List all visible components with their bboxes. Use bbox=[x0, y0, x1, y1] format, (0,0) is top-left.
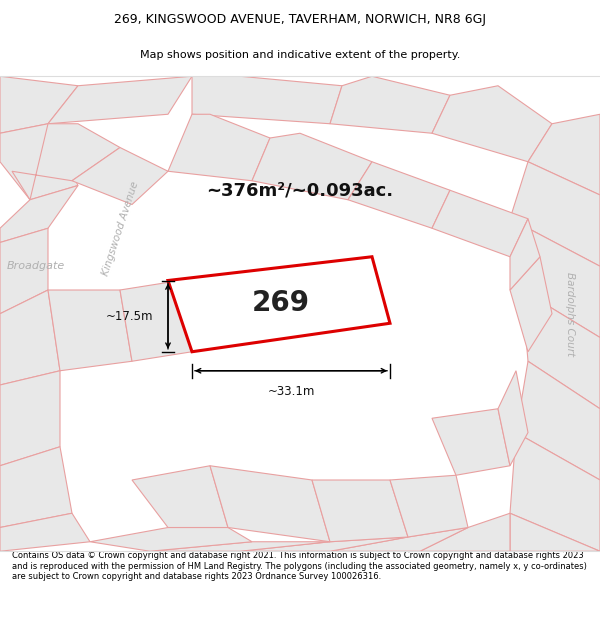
Polygon shape bbox=[0, 76, 78, 133]
Polygon shape bbox=[420, 513, 510, 551]
Text: Bardolphs Court: Bardolphs Court bbox=[565, 272, 575, 356]
Polygon shape bbox=[348, 162, 450, 228]
Polygon shape bbox=[312, 480, 408, 542]
Text: ~33.1m: ~33.1m bbox=[268, 385, 314, 398]
Polygon shape bbox=[0, 371, 60, 466]
Polygon shape bbox=[432, 86, 552, 162]
Polygon shape bbox=[150, 542, 330, 551]
Polygon shape bbox=[516, 361, 600, 480]
Polygon shape bbox=[90, 528, 252, 551]
Polygon shape bbox=[432, 409, 510, 475]
Polygon shape bbox=[510, 219, 540, 290]
Polygon shape bbox=[0, 290, 60, 385]
Polygon shape bbox=[522, 290, 600, 409]
Polygon shape bbox=[510, 257, 552, 352]
Polygon shape bbox=[0, 186, 78, 242]
Polygon shape bbox=[390, 475, 468, 537]
Text: Contains OS data © Crown copyright and database right 2021. This information is : Contains OS data © Crown copyright and d… bbox=[12, 551, 587, 581]
Text: 269, KINGSWOOD AVENUE, TAVERHAM, NORWICH, NR8 6GJ: 269, KINGSWOOD AVENUE, TAVERHAM, NORWICH… bbox=[114, 12, 486, 26]
Polygon shape bbox=[330, 76, 450, 133]
Polygon shape bbox=[330, 528, 468, 551]
Polygon shape bbox=[0, 228, 48, 314]
Polygon shape bbox=[498, 371, 528, 466]
Polygon shape bbox=[528, 114, 600, 195]
Polygon shape bbox=[0, 124, 78, 200]
Polygon shape bbox=[210, 466, 330, 542]
Polygon shape bbox=[12, 124, 120, 200]
Polygon shape bbox=[432, 190, 528, 257]
Polygon shape bbox=[48, 76, 192, 124]
Text: Map shows position and indicative extent of the property.: Map shows position and indicative extent… bbox=[140, 50, 460, 60]
Text: Kingswood Avenue: Kingswood Avenue bbox=[100, 180, 140, 277]
Text: ~376m²/~0.093ac.: ~376m²/~0.093ac. bbox=[206, 181, 394, 199]
Text: Broadgate: Broadgate bbox=[7, 261, 65, 271]
Polygon shape bbox=[48, 290, 132, 371]
Polygon shape bbox=[192, 76, 342, 124]
Polygon shape bbox=[240, 537, 408, 551]
Text: ~17.5m: ~17.5m bbox=[106, 309, 153, 322]
Polygon shape bbox=[168, 114, 270, 181]
Polygon shape bbox=[0, 447, 72, 528]
Polygon shape bbox=[510, 513, 600, 551]
Polygon shape bbox=[510, 432, 600, 551]
Text: 269: 269 bbox=[251, 289, 310, 317]
Polygon shape bbox=[132, 466, 228, 528]
Polygon shape bbox=[0, 513, 90, 551]
Polygon shape bbox=[510, 219, 600, 338]
Polygon shape bbox=[252, 133, 372, 200]
Polygon shape bbox=[72, 148, 168, 204]
Polygon shape bbox=[120, 281, 192, 361]
Polygon shape bbox=[168, 257, 390, 352]
Polygon shape bbox=[510, 162, 600, 266]
